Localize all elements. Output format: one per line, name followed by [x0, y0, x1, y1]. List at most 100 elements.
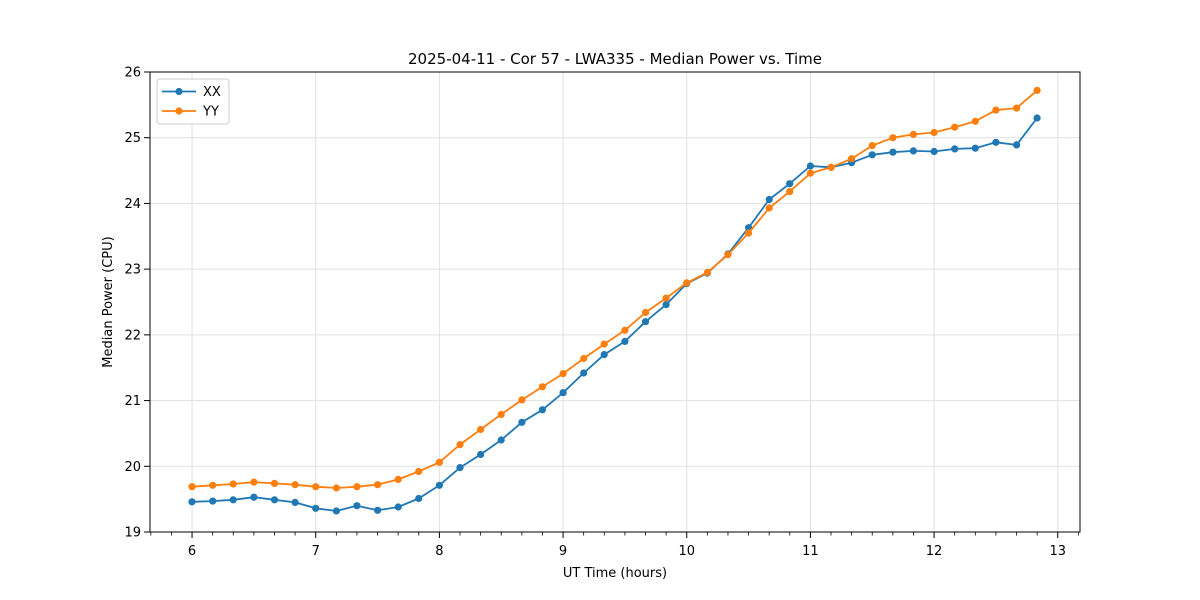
series-YY-marker [374, 481, 382, 489]
series-XX-marker [600, 351, 608, 359]
series-YY-marker [662, 294, 670, 302]
series-YY-marker [580, 354, 588, 363]
x-tick-label: 12 [926, 544, 943, 559]
legend-marker-swatch [175, 87, 183, 96]
legend-item-YY: YY [162, 105, 219, 120]
y-tick-label: 23 [124, 263, 141, 278]
series-XX-marker [497, 436, 505, 444]
series-YY-marker [868, 142, 876, 150]
series-YY-marker [971, 117, 979, 125]
series-XX-marker [415, 494, 423, 503]
series-XX-marker [806, 162, 815, 170]
series-XX-marker [518, 418, 526, 426]
x-tick-label: 11 [802, 544, 819, 559]
series-XX-marker [332, 507, 340, 515]
series-XX-marker [250, 493, 258, 501]
y-tick-label: 21 [124, 394, 141, 409]
series-YY-marker [765, 204, 773, 212]
series-YY-marker [848, 155, 856, 163]
series-XX-marker [971, 144, 979, 152]
series-XX-marker [374, 506, 382, 514]
x-tick-label: 8 [435, 544, 443, 559]
series-YY-marker [703, 268, 712, 276]
series-XX-marker [312, 504, 320, 512]
series-YY-marker [641, 308, 650, 317]
axis-tick-labels: 6 7 8 9 10 11 12 13 19 20 21 22 23 24 25 26 [124, 66, 1066, 560]
x-tick-label: 9 [559, 544, 567, 559]
series-YY-marker [827, 163, 835, 171]
series-XX-marker [765, 195, 773, 204]
series-YY-marker [992, 106, 1000, 114]
series-XX-marker [641, 318, 650, 326]
series-XX-marker [1013, 141, 1021, 149]
x-tick-label: 13 [1049, 544, 1066, 559]
series-XX-marker [353, 502, 361, 510]
series-YY-marker [621, 326, 629, 334]
legend-box [156, 78, 230, 125]
y-tick-label: 22 [124, 328, 141, 343]
series-YY-marker [745, 229, 753, 237]
series-YY-marker [909, 130, 918, 138]
series-XX-marker [909, 147, 918, 155]
x-tick-label: 7 [312, 544, 320, 559]
chart-title: 2025-04-11 - Cor 57 - LWA335 - Median Po… [408, 50, 822, 68]
series-YY-marker [415, 467, 423, 476]
series-YY-marker [1013, 104, 1021, 112]
series-XX-marker [580, 369, 588, 377]
series-XX-line [191, 117, 1038, 512]
y-tick-label: 19 [124, 526, 141, 541]
series-YY-marker [456, 441, 464, 449]
series-YY-marker [291, 481, 299, 489]
series-YY-marker [209, 481, 217, 489]
series-YY-marker [889, 134, 897, 142]
y-tick-label: 26 [124, 66, 141, 81]
series-XX-marker [291, 498, 299, 506]
legend-item-XX: XX [162, 85, 221, 100]
y-tick-label: 20 [124, 460, 141, 475]
x-tick-label: 6 [188, 544, 196, 559]
series-XX-marker [188, 498, 196, 506]
series-XX-marker [456, 464, 464, 472]
series-XX-marker [229, 496, 237, 504]
series-YY-marker [477, 425, 485, 434]
series-YY-marker [270, 479, 279, 487]
series-YY-marker [951, 123, 959, 131]
series-YY-marker [250, 478, 258, 486]
series-XX-marker [538, 406, 547, 414]
gridlines [150, 71, 1080, 533]
y-tick-label: 24 [124, 197, 141, 212]
series-XX-marker [209, 497, 217, 505]
series-XX-marker [868, 151, 876, 159]
series-YY-marker [724, 251, 732, 259]
series-XX-marker [270, 496, 279, 504]
series-YY-marker [786, 188, 794, 196]
legend-label: YY [202, 105, 219, 120]
series-XX-marker [786, 180, 794, 188]
plot-border [149, 71, 1081, 533]
series-YY-marker [559, 370, 567, 378]
x-tick-label: 10 [678, 544, 695, 559]
y-axis-label: Median Power (CPU) [101, 236, 116, 367]
series-YY-marker [188, 483, 196, 491]
series-YY-marker [600, 340, 608, 348]
series-YY-marker [1033, 86, 1041, 94]
series-XX-marker [992, 138, 1000, 146]
series-XX-marker [930, 147, 938, 156]
series-YY-marker [930, 128, 938, 137]
legend-label: XX [203, 85, 221, 100]
series-YY-marker [229, 480, 237, 488]
series-YY-marker [806, 169, 815, 177]
legend: XX YY [156, 78, 230, 125]
series-XX-marker [435, 481, 443, 489]
series-YY-marker [353, 483, 361, 491]
series-YY-marker [683, 279, 691, 287]
series-XX-marker [951, 145, 959, 153]
series-XX-marker [889, 148, 897, 156]
series-YY-marker [497, 410, 505, 418]
series-XX-marker [394, 503, 402, 511]
series-YY-marker [435, 458, 443, 466]
series-YY-marker [312, 483, 320, 491]
series-YY-marker [394, 475, 402, 483]
series-XX-marker [1033, 114, 1041, 122]
